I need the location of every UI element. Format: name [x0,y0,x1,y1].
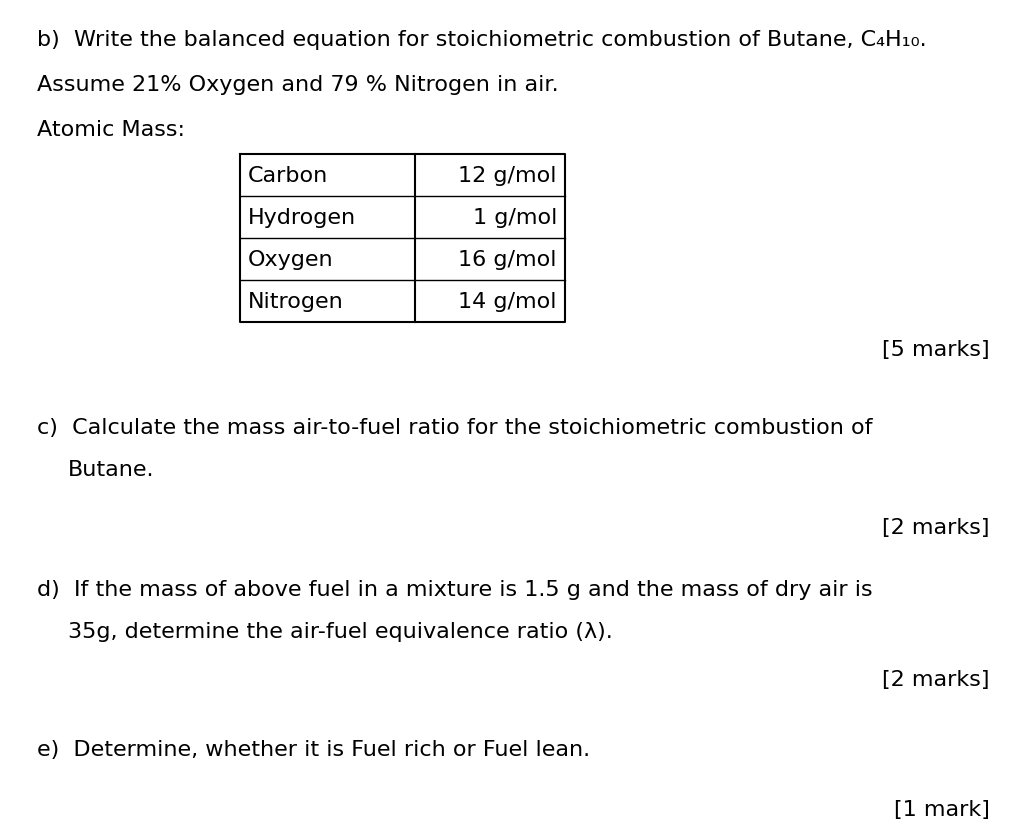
Text: Butane.: Butane. [68,460,155,479]
Text: Assume 21% Oxygen and 79 % Nitrogen in air.: Assume 21% Oxygen and 79 % Nitrogen in a… [37,75,559,95]
Text: b)  Write the balanced equation for stoichiometric combustion of Butane, C₄H₁₀.: b) Write the balanced equation for stoic… [37,30,927,50]
Text: 12 g/mol: 12 g/mol [459,166,557,186]
Text: 35g, determine the air-fuel equivalence ratio (λ).: 35g, determine the air-fuel equivalence … [68,621,612,641]
Text: 1 g/mol: 1 g/mol [473,208,557,227]
Text: Nitrogen: Nitrogen [248,292,344,312]
Text: d)  If the mass of above fuel in a mixture is 1.5 g and the mass of dry air is: d) If the mass of above fuel in a mixtur… [37,579,872,599]
Text: [2 marks]: [2 marks] [883,517,990,538]
Text: Carbon: Carbon [248,166,329,186]
Text: c)  Calculate the mass air-to-fuel ratio for the stoichiometric combustion of: c) Calculate the mass air-to-fuel ratio … [37,417,872,437]
Text: 14 g/mol: 14 g/mol [459,292,557,312]
Text: 16 g/mol: 16 g/mol [459,250,557,270]
Text: Atomic Mass:: Atomic Mass: [37,120,185,140]
Text: [2 marks]: [2 marks] [883,669,990,689]
Text: Oxygen: Oxygen [248,250,334,270]
Text: [5 marks]: [5 marks] [883,339,990,359]
Text: Hydrogen: Hydrogen [248,208,356,227]
Text: [1 mark]: [1 mark] [894,799,990,819]
Text: e)  Determine, whether it is Fuel rich or Fuel lean.: e) Determine, whether it is Fuel rich or… [37,739,590,759]
